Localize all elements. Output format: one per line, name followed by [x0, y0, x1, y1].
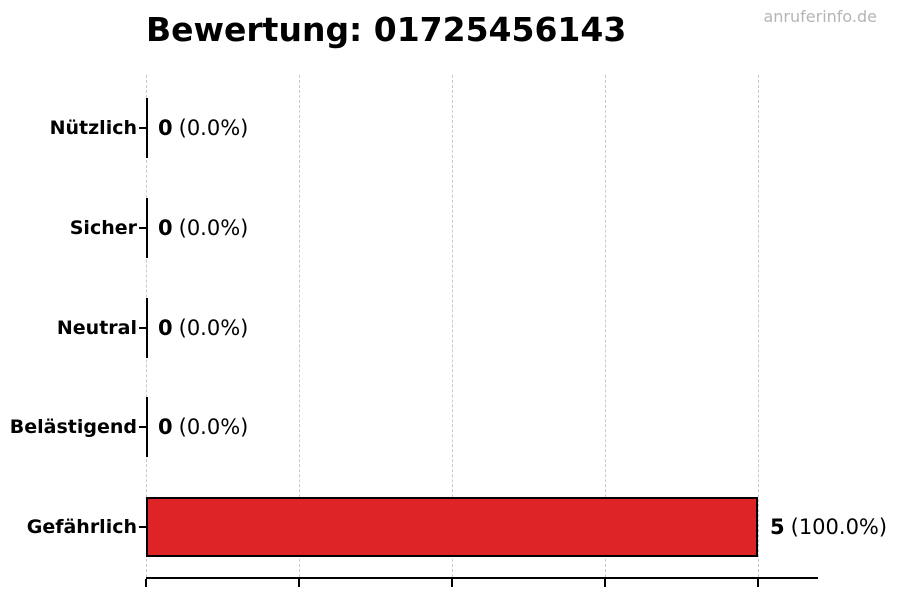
x-axis-tick: [298, 579, 300, 587]
bar-belaestigend: [146, 397, 148, 458]
value-percent: (0.0%): [178, 315, 249, 340]
value-label-gefaehrlich: 5 (100.0%): [770, 515, 887, 539]
value-count: 0: [158, 315, 173, 340]
value-label-sicher: 0 (0.0%): [158, 216, 248, 240]
category-label-sicher: Sicher: [69, 216, 137, 239]
y-axis-tick: [139, 226, 146, 229]
bar-row-nuetzlich: Nützlich 0 (0.0%): [0, 78, 900, 178]
chart-title: Bewertung: 01725456143: [146, 10, 627, 49]
gridline: [605, 75, 606, 577]
y-axis-tick: [139, 127, 146, 129]
x-axis-tick: [145, 579, 147, 587]
value-percent: (0.0%): [178, 116, 249, 140]
bar-neutral: [146, 297, 148, 358]
value-count: 0: [158, 116, 173, 140]
watermark-text: anruferinfo.de: [763, 7, 877, 26]
category-label-gefaehrlich: Gefährlich: [26, 516, 137, 538]
y-axis-tick: [139, 426, 146, 429]
gridline: [758, 75, 759, 577]
bar-gefaehrlich: [146, 497, 758, 557]
x-axis-line: [146, 577, 818, 579]
value-label-neutral: 0 (0.0%): [158, 316, 248, 340]
value-label-belaestigend: 0 (0.0%): [158, 415, 248, 439]
value-percent: (100.0%): [790, 515, 888, 539]
x-axis-tick: [604, 579, 606, 587]
category-label-neutral: Neutral: [56, 316, 137, 339]
value-percent: (0.0%): [178, 415, 249, 440]
gridline: [299, 75, 300, 577]
bar-nuetzlich: [146, 98, 148, 158]
category-label-belaestigend: Belästigend: [9, 416, 137, 439]
value-count: 5: [770, 515, 785, 539]
gridline: [452, 75, 453, 577]
bar-row-belaestigend: Belästigend 0 (0.0%): [0, 377, 900, 477]
category-label-nuetzlich: Nützlich: [49, 117, 137, 139]
value-percent: (0.0%): [178, 215, 249, 240]
x-axis-tick: [451, 579, 453, 587]
bar-row-sicher: Sicher 0 (0.0%): [0, 178, 900, 278]
y-axis-tick: [139, 526, 146, 528]
x-axis-tick: [757, 579, 759, 587]
bar-sicher: [146, 197, 148, 258]
y-axis-tick: [139, 326, 146, 329]
value-count: 0: [158, 415, 173, 440]
value-label-nuetzlich: 0 (0.0%): [158, 116, 248, 140]
bar-row-gefaehrlich: Gefährlich 5 (100.0%): [0, 477, 900, 577]
value-count: 0: [158, 215, 173, 240]
bar-row-neutral: Neutral 0 (0.0%): [0, 278, 900, 378]
